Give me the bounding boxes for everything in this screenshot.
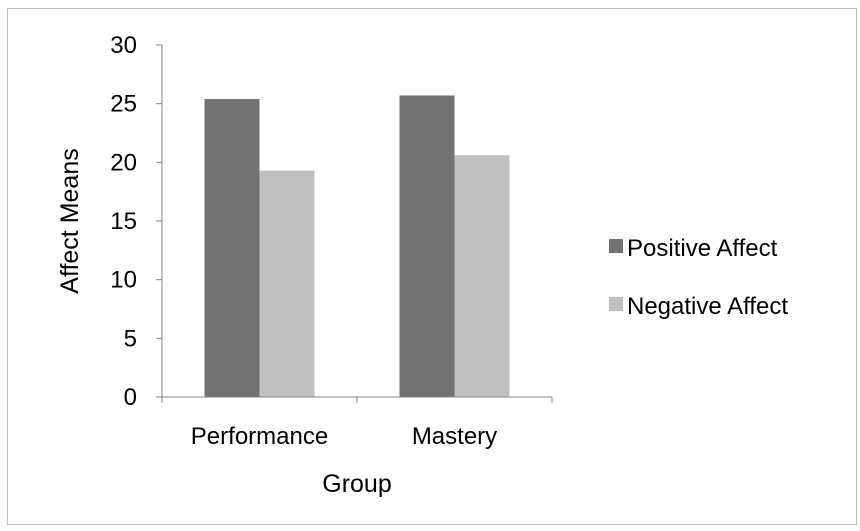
x-tick-label: Mastery	[412, 423, 497, 450]
y-tick-label: 10	[110, 267, 137, 294]
x-axis-label: Group	[322, 470, 391, 498]
y-tick-label: 15	[110, 208, 137, 235]
legend-label: Negative Affect	[627, 293, 788, 320]
x-tick-label: Performance	[191, 423, 328, 450]
y-tick-label: 5	[124, 325, 137, 352]
y-tick-label: 30	[110, 32, 137, 59]
legend-label: Positive Affect	[627, 235, 778, 262]
bar-positive-affect-mastery	[399, 95, 455, 397]
legend-swatch	[609, 239, 623, 253]
legend: Positive Affect Negative Affect	[609, 235, 788, 320]
y-tick-label: 20	[110, 149, 137, 176]
y-tick-label: 25	[110, 91, 137, 118]
legend-swatch	[609, 297, 623, 311]
y-ticks-group: 0 5 10 15 20 25 30	[110, 32, 162, 411]
bar-positive-affect-performance	[204, 98, 260, 398]
x-ticks-group: Performance Mastery	[161, 397, 553, 450]
bars-group	[204, 95, 510, 398]
y-tick-label: 0	[124, 384, 137, 411]
bar-negative-affect-mastery	[454, 155, 510, 397]
bar-negative-affect-performance	[259, 170, 315, 397]
y-axis-label: Affect Means	[56, 148, 84, 293]
